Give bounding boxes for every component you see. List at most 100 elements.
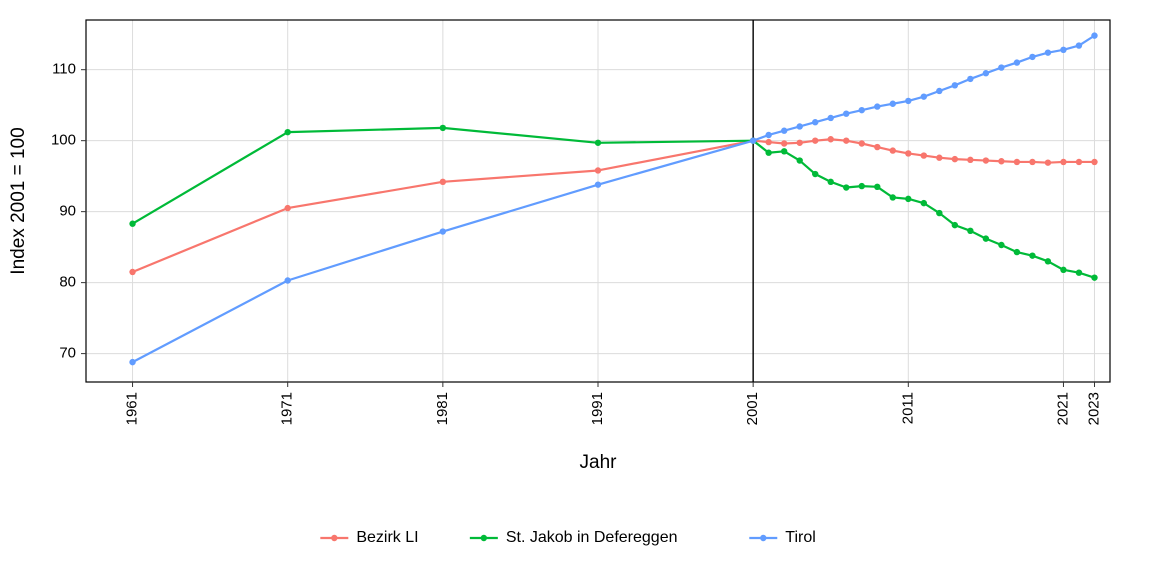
y-tick-label: 80 [59, 274, 76, 291]
series-point [781, 148, 787, 154]
x-tick-label: 1981 [434, 392, 451, 425]
series-point [843, 184, 849, 190]
series-point [284, 277, 290, 283]
series-point [765, 132, 771, 138]
x-tick-label: 1961 [124, 392, 141, 425]
series-point [998, 242, 1004, 248]
series-point [796, 140, 802, 146]
x-tick-label: 2011 [899, 392, 916, 424]
legend-label: Tirol [785, 529, 816, 546]
series-point [921, 152, 927, 158]
x-tick-label: 1991 [589, 392, 606, 425]
series-point [1091, 274, 1097, 280]
x-axis-title: Jahr [580, 452, 618, 473]
legend-label: Bezirk LI [356, 529, 418, 546]
series-point [1014, 59, 1020, 65]
series-point [936, 155, 942, 161]
series-point [983, 70, 989, 76]
series-point [1060, 159, 1066, 165]
series-point [952, 82, 958, 88]
series-point [1060, 47, 1066, 53]
y-tick-label: 70 [59, 345, 76, 362]
x-tick-label: 2021 [1054, 392, 1071, 425]
series-point [967, 157, 973, 163]
series-point [440, 228, 446, 234]
series-point [1045, 258, 1051, 264]
series-point [1060, 267, 1066, 273]
series-point [595, 181, 601, 187]
line-chart: 70 80 90 100 110 1961 1971 1981 1991 2001 2011 2021… [0, 0, 1152, 576]
series-point [1014, 249, 1020, 255]
series-point [952, 156, 958, 162]
series-point [859, 140, 865, 146]
series-point [1045, 49, 1051, 55]
series-point [1029, 54, 1035, 60]
x-tick-label: 2001 [744, 392, 761, 425]
x-tick-label: 2023 [1085, 392, 1102, 425]
series-point [998, 64, 1004, 70]
series-point [440, 179, 446, 185]
series-point [843, 137, 849, 143]
series-point [284, 129, 290, 135]
y-tick-label: 110 [52, 61, 76, 78]
series-point [440, 125, 446, 131]
series-point [843, 110, 849, 116]
legend-key-point [760, 535, 766, 541]
series-point [1076, 159, 1082, 165]
series-point [859, 107, 865, 113]
series-point [750, 137, 756, 143]
legend-key-point [331, 535, 337, 541]
series-point [967, 228, 973, 234]
series-point [828, 136, 834, 142]
series-point [796, 157, 802, 163]
series-point [983, 157, 989, 163]
series-point [936, 88, 942, 94]
series-point [828, 115, 834, 121]
series-point [936, 210, 942, 216]
series-point [890, 147, 896, 153]
series-point [781, 140, 787, 146]
series-point [796, 123, 802, 129]
series-point [129, 221, 135, 227]
series-point [129, 359, 135, 365]
series-point [284, 205, 290, 211]
x-tick-label: 1971 [279, 392, 296, 425]
series-point [595, 167, 601, 173]
series-point [781, 128, 787, 134]
series-point [874, 184, 880, 190]
y-tick-label: 90 [59, 203, 76, 220]
series-point [828, 179, 834, 185]
series-point [1045, 159, 1051, 165]
legend-label: St. Jakob in Defereggen [506, 529, 678, 546]
series-point [595, 140, 601, 146]
legend-key-point [481, 535, 487, 541]
y-tick-label: 100 [51, 132, 76, 149]
series-point [874, 103, 880, 109]
series-point [967, 76, 973, 82]
series-point [812, 137, 818, 143]
series-point [905, 98, 911, 104]
series-point [1029, 159, 1035, 165]
series-point [890, 101, 896, 107]
series-point [1076, 269, 1082, 275]
series-point [812, 119, 818, 125]
series-point [1014, 159, 1020, 165]
series-point [812, 171, 818, 177]
series-point [921, 200, 927, 206]
series-point [983, 235, 989, 241]
series-point [765, 150, 771, 156]
series-point [905, 196, 911, 202]
series-point [998, 158, 1004, 164]
series-point [905, 150, 911, 156]
series-point [921, 93, 927, 99]
chart-container: 70 80 90 100 110 1961 1971 1981 1991 2001 2011 2021… [0, 0, 1152, 576]
series-point [890, 194, 896, 200]
series-point [1076, 42, 1082, 48]
series-point [874, 144, 880, 150]
series-point [1091, 32, 1097, 38]
series-point [1029, 252, 1035, 258]
series-point [952, 222, 958, 228]
y-axis-title: Index 2001 = 100 [8, 127, 29, 274]
series-point [765, 139, 771, 145]
series-point [859, 183, 865, 189]
